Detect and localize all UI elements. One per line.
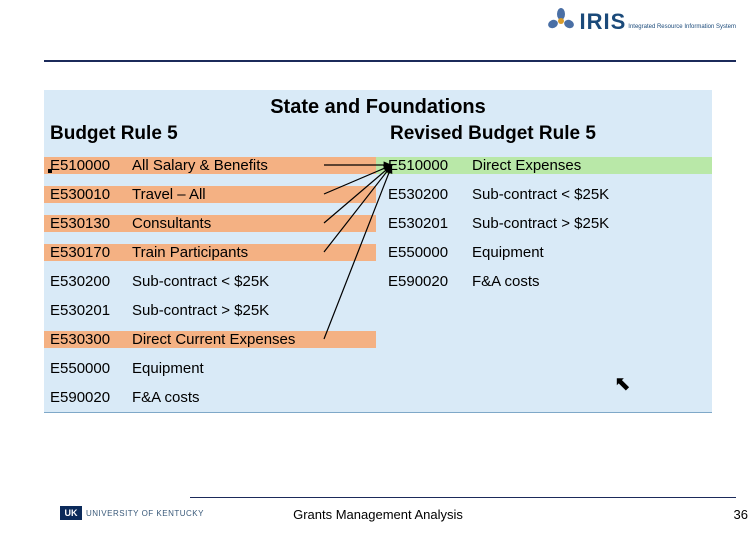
left-desc: Sub-contract < $25K bbox=[126, 273, 376, 290]
table-row: E530170Train ParticipantsE550000Equipmen… bbox=[44, 238, 712, 267]
table-row: E590020F&A costs bbox=[44, 383, 712, 412]
slide-footer: UK UNIVERSITY OF KENTUCKY Grants Managem… bbox=[0, 492, 756, 522]
table-row: E530201Sub-contract > $25K bbox=[44, 296, 712, 325]
left-code: E530170 bbox=[44, 244, 126, 261]
left-code: E530300 bbox=[44, 331, 126, 348]
table-row: E530010Travel – AllE530200Sub-contract <… bbox=[44, 180, 712, 209]
left-code: E530130 bbox=[44, 215, 126, 232]
table-row: E530200Sub-contract < $25KE590020F&A cos… bbox=[44, 267, 712, 296]
left-code: E510000 bbox=[44, 157, 126, 174]
left-code: E590020 bbox=[44, 389, 126, 406]
footer-rule bbox=[190, 497, 736, 498]
left-desc: Travel – All bbox=[126, 186, 376, 203]
iris-logo: IRIS Integrated Resource Information Sys… bbox=[547, 8, 736, 36]
table-row: E510000All Salary & BenefitsE510000Direc… bbox=[44, 151, 712, 180]
left-desc: Direct Current Expenses bbox=[126, 331, 376, 348]
table-row: E530300Direct Current Expenses bbox=[44, 325, 712, 354]
left-desc: Consultants bbox=[126, 215, 376, 232]
table-row: E550000Equipment bbox=[44, 354, 712, 383]
right-desc: Direct Expenses bbox=[466, 157, 712, 174]
panel-title: State and Foundations bbox=[44, 90, 712, 121]
right-code: E530201 bbox=[376, 215, 466, 232]
left-desc: All Salary & Benefits bbox=[126, 157, 376, 174]
right-desc: Equipment bbox=[466, 244, 712, 261]
right-code: E590020 bbox=[376, 273, 466, 290]
left-code: E550000 bbox=[44, 360, 126, 377]
left-code: E530200 bbox=[44, 273, 126, 290]
iris-logo-subtitle: Integrated Resource Information System bbox=[628, 24, 736, 30]
iris-flower-icon bbox=[547, 8, 575, 36]
left-desc: Train Participants bbox=[126, 244, 376, 261]
right-code: E530200 bbox=[376, 186, 466, 203]
footer-title: Grants Management Analysis bbox=[0, 507, 756, 522]
left-code: E530201 bbox=[44, 302, 126, 319]
iris-logo-text: IRIS bbox=[579, 9, 626, 35]
right-desc: F&A costs bbox=[466, 273, 712, 290]
right-code: E550000 bbox=[376, 244, 466, 261]
rows-container: E510000All Salary & BenefitsE510000Direc… bbox=[44, 151, 712, 412]
left-desc: F&A costs bbox=[126, 389, 376, 406]
right-desc: Sub-contract > $25K bbox=[466, 215, 712, 232]
left-desc: Sub-contract > $25K bbox=[126, 302, 376, 319]
page-number: 36 bbox=[734, 507, 748, 522]
cursor-icon: ⬉ bbox=[614, 371, 631, 396]
header-rule bbox=[44, 60, 736, 62]
table-row: E530130ConsultantsE530201Sub-contract > … bbox=[44, 209, 712, 238]
right-desc: Sub-contract < $25K bbox=[466, 186, 712, 203]
right-heading: Revised Budget Rule 5 bbox=[378, 121, 712, 151]
slide-header: IRIS Integrated Resource Information Sys… bbox=[0, 0, 756, 68]
right-code: E510000 bbox=[376, 157, 466, 174]
content-panel: State and Foundations Budget Rule 5 Revi… bbox=[44, 90, 712, 413]
column-headings: Budget Rule 5 Revised Budget Rule 5 bbox=[44, 121, 712, 151]
left-desc: Equipment bbox=[126, 360, 376, 377]
left-heading: Budget Rule 5 bbox=[44, 121, 378, 151]
left-code: E530010 bbox=[44, 186, 126, 203]
